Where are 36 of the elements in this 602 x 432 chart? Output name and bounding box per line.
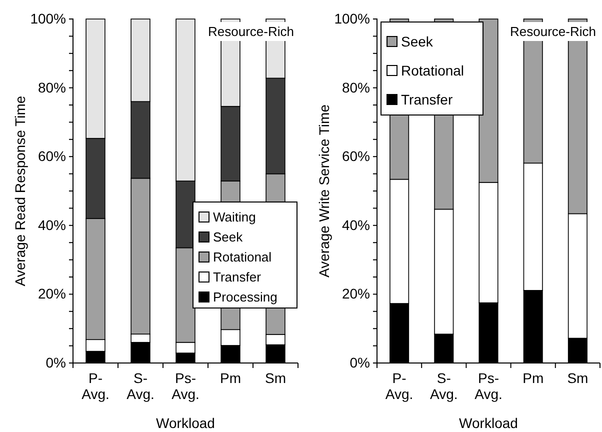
annotation: Resource-Rich	[510, 24, 596, 39]
y-tick-label: 40%	[342, 216, 370, 233]
legend-label: Transfer	[401, 91, 453, 108]
x-tick-label: Ps- Avg.	[474, 370, 502, 402]
y-tick-label: 100%	[334, 10, 370, 26]
legend-label: Waiting	[213, 210, 256, 225]
y-tick-label: 20%	[38, 286, 66, 302]
x-tick-label: Pm	[522, 370, 544, 386]
y-tick-label: 60%	[38, 148, 66, 164]
legend-label: Seek	[213, 230, 244, 245]
annotation: Resource-Rich	[208, 24, 294, 39]
y-tick-label: 0%	[46, 354, 66, 370]
y-tick-label: 40%	[38, 216, 66, 233]
y-tick-label: 60%	[342, 148, 370, 164]
x-tick-label: Sm	[567, 370, 588, 386]
y-tick-label: 100%	[30, 10, 66, 26]
y-tick-label: 80%	[38, 79, 66, 96]
legend-label: Transfer	[213, 270, 262, 285]
x-tick-label: Pm	[220, 370, 241, 386]
x-tick-label: S- Avg.	[430, 370, 458, 402]
legend-label: Processing	[213, 290, 278, 305]
legend-label: Rotational	[401, 62, 464, 78]
x-tick-label: Ps- Avg.	[172, 370, 200, 402]
x-tick-label: P- Avg.	[82, 370, 110, 402]
y-axis-title: Average Write Service Time	[316, 104, 332, 278]
y-tick-label: 20%	[342, 286, 370, 302]
legend-label: Rotational	[213, 250, 272, 265]
x-tick-label: P- Avg.	[385, 370, 414, 402]
x-tick-label: Sm	[265, 370, 286, 386]
y-tick-label: 0%	[350, 354, 370, 370]
y-axis-title: Average Read Response Time	[12, 96, 28, 286]
x-axis-title: Workload	[459, 415, 518, 431]
x-axis-title: Workload	[156, 415, 215, 431]
legend-label: Seek	[401, 33, 434, 50]
x-tick-label: S- Avg.	[126, 370, 154, 402]
y-tick-label: 80%	[342, 79, 370, 96]
